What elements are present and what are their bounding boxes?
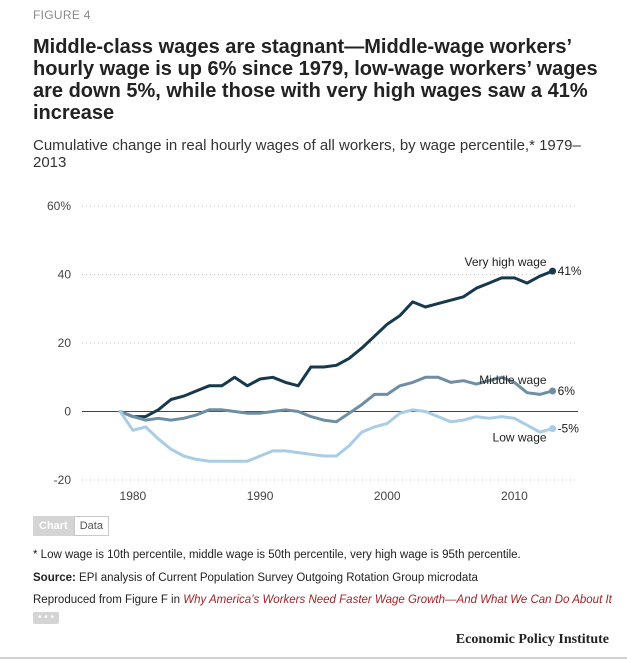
series-end-label: 6% xyxy=(558,384,576,398)
figure-label: FIGURE 4 xyxy=(33,8,91,22)
source-label: Source: xyxy=(33,572,76,584)
y-tick-label: 0 xyxy=(64,405,71,419)
series-end-label: 41% xyxy=(558,264,582,278)
source-text: EPI analysis of Current Population Surve… xyxy=(79,572,478,584)
x-tick-label: 2000 xyxy=(374,489,401,503)
y-tick-label: 40 xyxy=(58,268,72,282)
series-name-label: Middle wage xyxy=(479,373,547,387)
tab-data[interactable]: Data xyxy=(73,516,109,536)
y-tick-label: 60% xyxy=(47,199,71,213)
chart-title: Middle-class wages are stagnant—Middle-w… xyxy=(33,36,598,124)
tab-chart[interactable]: Chart xyxy=(33,516,74,536)
x-tick-label: 1980 xyxy=(120,489,147,503)
publisher-name: Economic Policy Institute xyxy=(455,632,609,647)
series-name-label: Low wage xyxy=(493,431,547,445)
series-end-point xyxy=(549,267,557,275)
report-link[interactable]: Why America’s Workers Need Faster Wage G… xyxy=(183,594,612,606)
series-end-point xyxy=(549,425,557,433)
x-tick-label: 2010 xyxy=(501,489,528,503)
series-end-label: -5% xyxy=(558,422,580,436)
reproduced-prefix: Reproduced from Figure F in xyxy=(33,594,181,606)
footnote: * Low wage is 10th percentile, middle wa… xyxy=(33,549,521,561)
more-button[interactable]: • • • xyxy=(33,611,60,624)
series-line xyxy=(118,269,555,419)
source-note: Source: EPI analysis of Current Populati… xyxy=(33,569,613,587)
series-line xyxy=(118,375,555,424)
y-tick-label: 20 xyxy=(58,336,72,350)
reproduced-note: Reproduced from Figure F in Why America’… xyxy=(33,591,613,627)
series-name-label: Very high wage xyxy=(465,255,547,269)
chart-subtitle: Cumulative change in real hourly wages o… xyxy=(33,137,581,171)
bottom-divider xyxy=(0,657,627,659)
series-line xyxy=(118,408,555,463)
view-tabs: Chart Data xyxy=(33,516,109,536)
series-end-point xyxy=(549,387,557,395)
y-tick-label: -20 xyxy=(54,473,72,487)
line-chart: 60% 40 20 0 -20 1980 1990 2000 2010 Very high wag… xyxy=(47,199,582,503)
x-tick-label: 1990 xyxy=(247,489,274,503)
